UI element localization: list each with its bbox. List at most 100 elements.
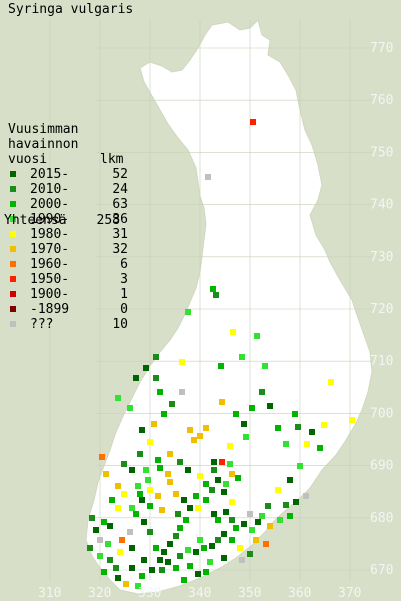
observation-square [181, 497, 187, 503]
observation-square [161, 549, 167, 555]
observation-square [265, 503, 271, 509]
finland-land [85, 19, 373, 595]
observation-square [147, 503, 153, 509]
observation-square [117, 549, 123, 555]
observation-square [209, 543, 215, 549]
observation-square [135, 583, 141, 589]
y-axis-label: 740 [370, 198, 393, 213]
legend-total-label: Yhteensä [4, 213, 67, 228]
observation-square [187, 427, 193, 433]
observation-square [239, 354, 245, 360]
legend-swatch [10, 171, 16, 177]
observation-square [135, 483, 141, 489]
observation-square [237, 545, 243, 551]
observation-square [233, 525, 239, 531]
observation-square [195, 505, 201, 511]
legend-swatch [10, 261, 16, 267]
observation-square [205, 174, 211, 180]
observation-square [317, 445, 323, 451]
observation-square [159, 507, 165, 513]
observation-square [223, 509, 229, 515]
legend-item-label: 1960- [30, 257, 70, 272]
observation-square [221, 489, 227, 495]
observation-square [215, 477, 221, 483]
observation-square [207, 559, 213, 565]
observation-square [145, 477, 151, 483]
observation-square [183, 517, 189, 523]
observation-square [229, 537, 235, 543]
x-axis-label: 340 [188, 586, 211, 601]
observation-square [181, 577, 187, 583]
observation-square [161, 411, 167, 417]
legend-count-heading: lkm [100, 152, 124, 167]
observation-square [159, 567, 165, 573]
observation-square [185, 547, 191, 553]
observation-square [211, 467, 217, 473]
observation-square [230, 329, 236, 335]
observation-square [191, 437, 197, 443]
observation-square [89, 515, 95, 521]
observation-square [97, 537, 103, 543]
observation-square [93, 527, 99, 533]
observation-square [113, 565, 119, 571]
observation-square [129, 545, 135, 551]
legend-swatch [10, 246, 16, 252]
observation-square [185, 309, 191, 315]
observation-square [155, 493, 161, 499]
legend-item-label: 1900- [30, 287, 70, 302]
legend-item-count: 10 [112, 317, 128, 332]
observation-square [349, 417, 355, 423]
observation-square [292, 411, 298, 417]
observation-square [175, 511, 181, 517]
map-title: Syringa vulgaris [8, 2, 134, 17]
observation-square [129, 467, 135, 473]
y-axis-label: 670 [370, 563, 393, 578]
legend-item-label: 1980- [30, 227, 70, 242]
observation-square [249, 527, 255, 533]
observation-square [243, 434, 249, 440]
observation-square [201, 545, 207, 551]
observation-square [187, 505, 193, 511]
observation-square [213, 292, 219, 298]
x-axis-label: 370 [338, 586, 361, 601]
legend-item-count: 1 [120, 287, 128, 302]
observation-square [99, 454, 105, 460]
legend-item-count: 6 [120, 257, 128, 272]
y-axis-label: 720 [370, 302, 393, 317]
legend-swatch [10, 216, 16, 222]
y-axis-label: 760 [370, 93, 393, 108]
legend-total-value: 258 [96, 213, 120, 228]
observation-square [229, 517, 235, 523]
observation-square [173, 533, 179, 539]
observation-square [87, 545, 93, 551]
observation-square [165, 559, 171, 565]
observation-square [129, 505, 135, 511]
legend-swatch [10, 276, 16, 282]
legend-item-count: 52 [112, 167, 128, 182]
x-axis-label: 350 [238, 586, 261, 601]
y-axis-label: 770 [370, 41, 393, 56]
observation-square [107, 557, 113, 563]
observation-square [173, 491, 179, 497]
observation-square [255, 519, 261, 525]
observation-square [209, 487, 215, 493]
observation-square [233, 411, 239, 417]
observation-square [267, 523, 273, 529]
observation-square [121, 491, 127, 497]
observation-square [153, 354, 159, 360]
observation-squares [87, 119, 355, 589]
y-axis-label: 690 [370, 459, 393, 474]
observation-square [153, 375, 159, 381]
observation-square [147, 439, 153, 445]
legend-heading-1: Vuusimman [8, 122, 79, 137]
observation-square [297, 463, 303, 469]
observation-square [137, 451, 143, 457]
observation-square [187, 563, 193, 569]
y-axis-label: 750 [370, 145, 393, 160]
observation-square [287, 477, 293, 483]
observation-square [283, 502, 289, 508]
observation-square [262, 363, 268, 369]
observation-square [253, 537, 259, 543]
y-axis-labels: 770 760 750 740 730 720 710 700 690 680 670 [370, 41, 393, 578]
